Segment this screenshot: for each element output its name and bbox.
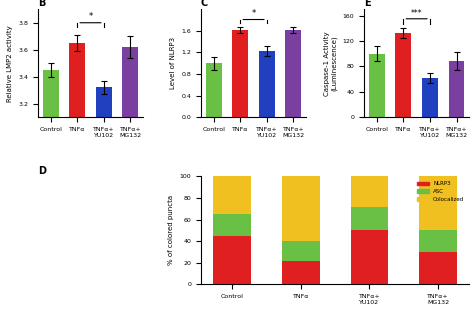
Legend: NLRP3, ASC, Colocalized: NLRP3, ASC, Colocalized: [415, 179, 466, 204]
Bar: [351, 230, 388, 284]
Bar: [213, 236, 251, 284]
Y-axis label: Relative LMP2 activity: Relative LMP2 activity: [7, 25, 13, 102]
Bar: [351, 207, 388, 230]
Text: ***: ***: [411, 9, 422, 18]
Text: C: C: [201, 0, 208, 8]
Bar: [213, 176, 251, 214]
Text: *: *: [252, 10, 255, 19]
Bar: [206, 63, 222, 117]
Y-axis label: Level of NLRP3: Level of NLRP3: [170, 37, 176, 89]
Text: D: D: [38, 166, 46, 176]
Bar: [285, 30, 301, 117]
Bar: [369, 54, 385, 117]
Y-axis label: Caspase-1 Activity
(Luminescence): Caspase-1 Activity (Luminescence): [324, 31, 337, 95]
Bar: [96, 87, 112, 309]
Bar: [282, 176, 319, 241]
Bar: [259, 51, 275, 117]
Bar: [419, 230, 457, 252]
Bar: [422, 78, 438, 117]
Bar: [395, 33, 411, 117]
Bar: [282, 260, 319, 284]
Text: B: B: [38, 0, 46, 8]
Bar: [448, 61, 465, 117]
Bar: [122, 47, 138, 309]
Bar: [232, 30, 248, 117]
Bar: [282, 241, 319, 260]
Text: *: *: [88, 12, 92, 21]
Bar: [351, 176, 388, 207]
Bar: [213, 214, 251, 236]
Bar: [69, 43, 85, 309]
Text: E: E: [364, 0, 371, 8]
Bar: [43, 70, 59, 309]
Bar: [419, 252, 457, 284]
Bar: [419, 176, 457, 230]
Y-axis label: % of colored puncta: % of colored puncta: [168, 195, 174, 265]
